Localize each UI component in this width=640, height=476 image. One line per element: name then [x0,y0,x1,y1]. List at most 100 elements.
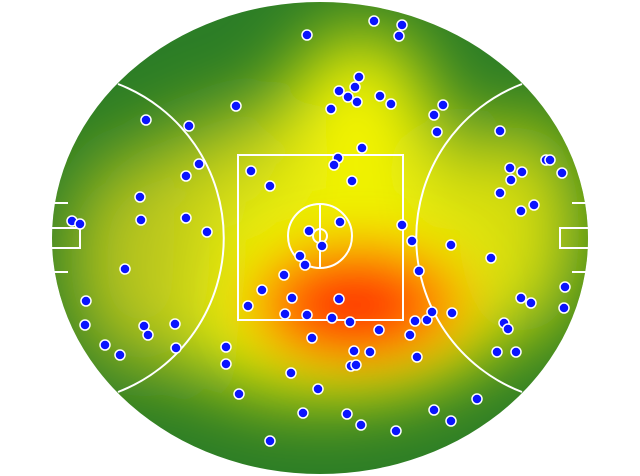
point [426,306,438,318]
point [193,158,205,170]
point [301,309,313,321]
point [140,114,152,126]
point [74,218,86,230]
point [341,408,353,420]
point [491,346,503,358]
point [119,263,131,275]
point [396,219,408,231]
point [504,162,516,174]
point [301,29,313,41]
point [299,259,311,271]
point [368,15,380,27]
point [413,265,425,277]
point [264,435,276,447]
point [346,175,358,187]
point [142,329,154,341]
point [428,109,440,121]
point [180,170,192,182]
point [220,358,232,370]
point [303,225,315,237]
point [328,159,340,171]
point [180,212,192,224]
point [353,71,365,83]
point [297,407,309,419]
point [220,341,232,353]
point [559,281,571,293]
point [515,292,527,304]
point [494,125,506,137]
point [390,425,402,437]
point [80,295,92,307]
point [544,154,556,166]
point [333,85,345,97]
point [256,284,268,296]
point [556,167,568,179]
point [471,393,483,405]
point [351,96,363,108]
point [364,346,376,358]
point [170,342,182,354]
point [373,324,385,336]
point [355,419,367,431]
point [233,388,245,400]
point [445,415,457,427]
point [396,19,408,31]
point [409,315,421,327]
point [316,240,328,252]
point [411,351,423,363]
point [264,180,276,192]
point [502,323,514,335]
point [445,239,457,251]
point [230,100,242,112]
point [99,339,111,351]
point [485,252,497,264]
point [134,191,146,203]
point [349,81,361,93]
point [437,99,449,111]
points [66,15,571,447]
point [494,187,506,199]
point [393,30,405,42]
point [356,142,368,154]
point [285,367,297,379]
point [404,329,416,341]
point [183,120,195,132]
point [421,314,433,326]
point [114,349,126,361]
point [278,269,290,281]
point [344,316,356,328]
point [279,308,291,320]
point [201,226,213,238]
point [558,302,570,314]
point [325,103,337,115]
point [79,319,91,331]
point [334,216,346,228]
point [528,199,540,211]
point [333,293,345,305]
point [312,383,324,395]
point [135,214,147,226]
point [431,126,443,138]
point [516,166,528,178]
point [294,250,306,262]
point [406,235,418,247]
point [245,165,257,177]
point [385,98,397,110]
point [306,332,318,344]
point [505,174,517,186]
point [326,312,338,324]
point [286,292,298,304]
point [348,345,360,357]
point [428,404,440,416]
point [374,90,386,102]
point [242,300,254,312]
point [515,205,527,217]
point [510,346,522,358]
point [350,359,362,371]
point [342,91,354,103]
point [169,318,181,330]
point [446,307,458,319]
point [525,297,537,309]
